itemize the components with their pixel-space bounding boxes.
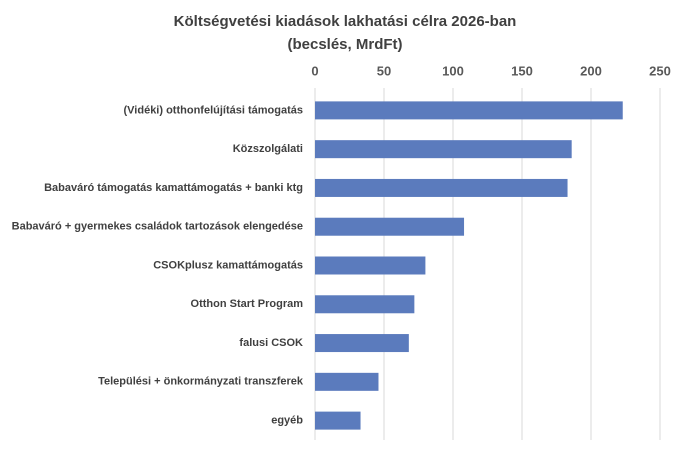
- y-tick-label: CSOKplusz kamattámogatás: [153, 259, 303, 271]
- chart-title: Költségvetési kiadások lakhatási célra 2…: [174, 13, 517, 30]
- bar: [315, 178, 568, 197]
- x-tick-label: 100: [442, 63, 464, 78]
- y-tick-label: (Vidéki) otthonfelújítási támogatás: [124, 104, 304, 116]
- bar: [315, 101, 623, 120]
- y-tick-label: Otthon Start Program: [191, 298, 304, 310]
- bar: [315, 140, 572, 159]
- x-tick-label: 0: [311, 63, 318, 78]
- bar: [315, 217, 465, 236]
- x-tick-label: 150: [511, 63, 533, 78]
- bar: [315, 256, 426, 275]
- x-tick-label: 250: [649, 63, 671, 78]
- bar: [315, 295, 415, 314]
- x-tick-label: 50: [377, 63, 391, 78]
- y-tick-label: Települési + önkormányzati transzferek: [98, 376, 304, 388]
- y-tick-label: Babaváró támogatás kamattámogatás + bank…: [44, 182, 303, 194]
- y-tick-label: egyéb: [271, 415, 303, 427]
- y-tick-label: Babaváró + gyermekes családok tartozások…: [12, 221, 303, 233]
- x-tick-label: 200: [580, 63, 602, 78]
- bar: [315, 411, 361, 430]
- bar: [315, 334, 409, 353]
- bar: [315, 372, 379, 391]
- chart-subtitle: (becslés, MrdFt): [287, 36, 402, 53]
- y-tick-label: Közszolgálati: [233, 143, 303, 155]
- y-tick-label: falusi CSOK: [239, 337, 303, 349]
